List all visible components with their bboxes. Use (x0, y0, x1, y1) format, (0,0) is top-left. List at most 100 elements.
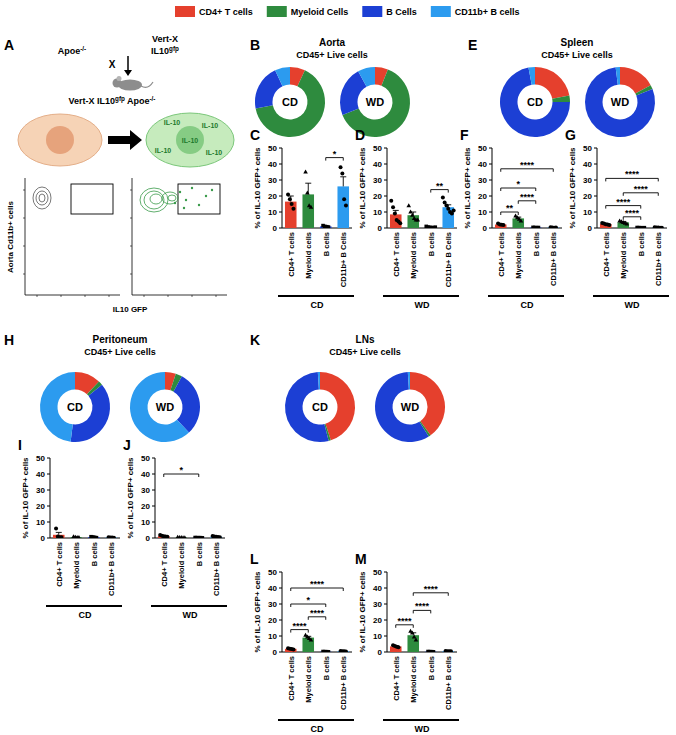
cell-nucleus (176, 126, 204, 154)
x-tick-label: Myeloid cells (177, 542, 186, 589)
plot-area (285, 165, 349, 228)
point (441, 196, 445, 200)
y-tick (384, 604, 387, 605)
rich-label: Apoe-/- (58, 45, 86, 57)
donut-slice (358, 67, 375, 87)
label-part: IL10 (151, 46, 169, 56)
y-tick-label: 50 (478, 144, 487, 153)
x-tick-label: CD4+ T cells (392, 656, 401, 701)
y-tick-label: 10 (373, 208, 382, 217)
rich-label: Vert-X (152, 34, 178, 44)
point (340, 172, 344, 176)
legend-swatch (267, 6, 287, 17)
y-tick (152, 474, 155, 475)
y-tick-label: 10 (478, 208, 487, 217)
flow-x-label: IL10 GFP (113, 305, 148, 314)
plot-area (158, 533, 222, 538)
group-bar (383, 719, 459, 721)
y-tick-label: 20 (373, 192, 382, 201)
point (415, 218, 420, 222)
point (389, 199, 393, 203)
bar (285, 202, 297, 228)
y-axis (282, 572, 283, 652)
flow-dot (198, 204, 200, 206)
point (452, 208, 456, 212)
flow-contour (140, 188, 168, 212)
y-tick (594, 148, 597, 149)
rich-label: IL10gfp (151, 45, 179, 57)
error-bar (56, 532, 62, 534)
arrow (108, 130, 142, 150)
y-tick-label: 20 (373, 616, 382, 625)
significance-label: **** (625, 169, 640, 179)
x-tick-label: CD4+ T cells (55, 542, 64, 587)
flow-contour (162, 192, 178, 204)
donut-slice (500, 68, 570, 137)
legend-swatch (362, 6, 382, 17)
panel-letter: J (123, 437, 131, 453)
point (286, 192, 290, 196)
significance-label: ** (506, 203, 514, 213)
point (607, 223, 611, 227)
y-tick-label: 0 (483, 224, 488, 233)
label-part: Vert-X IL10 (69, 96, 116, 106)
y-tick (489, 228, 492, 229)
point (303, 170, 308, 174)
plot-area (600, 218, 664, 228)
flow-dot (211, 189, 213, 191)
panel-letter: G (565, 127, 576, 143)
x-tick-label: CD11b+ B cells (212, 542, 221, 596)
superscript: -/- (80, 45, 86, 52)
donut-slice (375, 372, 429, 442)
point (95, 536, 99, 538)
y-tick-label: 30 (268, 600, 277, 609)
y-tick (279, 212, 282, 213)
group-bar (278, 295, 354, 297)
point (393, 212, 397, 216)
y-tick-label: 10 (268, 208, 277, 217)
legend-label: B Cells (386, 7, 417, 17)
point (59, 535, 63, 538)
x-tick-label: CD11b+ B cells (339, 656, 348, 710)
donut-center-label: WD (156, 401, 174, 413)
mouse-body (118, 80, 142, 91)
point (327, 225, 331, 228)
point (449, 649, 453, 652)
x-tick-label: CD11b+ B Cells (444, 232, 453, 287)
group-bar (151, 605, 227, 607)
flow-tick (109, 295, 110, 297)
y-tick-label: 40 (141, 470, 150, 479)
point (412, 634, 417, 638)
point (501, 223, 505, 227)
flow-gate (71, 184, 113, 214)
panel-letter: I (18, 437, 22, 453)
y-tick-label: 20 (268, 616, 277, 625)
point (519, 218, 524, 222)
donut-slice (616, 67, 620, 85)
x-axis-label: WD (415, 300, 430, 310)
y-axis (387, 572, 388, 652)
x-tick-label: CD11b+ B Cells (339, 232, 348, 287)
x-axis-label: CD (311, 724, 324, 734)
y-tick (384, 212, 387, 213)
error-line (343, 177, 344, 187)
significance-label: **** (616, 197, 631, 207)
donut-slice (256, 70, 325, 137)
significance-label: * (333, 149, 337, 159)
donut-center-label: CD (527, 96, 543, 108)
y-tick-label: 10 (36, 518, 45, 527)
y-tick (384, 588, 387, 589)
y-tick (384, 196, 387, 197)
x-axis-label: CD (79, 610, 92, 620)
y-tick-label: 50 (373, 144, 382, 153)
flow-dot (205, 195, 207, 197)
x-tick-label: B cells (637, 232, 646, 256)
x-tick-label: CD4+ T cells (392, 232, 401, 277)
error-cap (56, 532, 62, 533)
y-axis (492, 148, 493, 228)
y-tick-label: 40 (373, 160, 382, 169)
flow-gate (178, 184, 220, 214)
panel-letter: K (250, 332, 260, 348)
y-tick-label: 10 (373, 632, 382, 641)
donut-slice (535, 67, 569, 99)
